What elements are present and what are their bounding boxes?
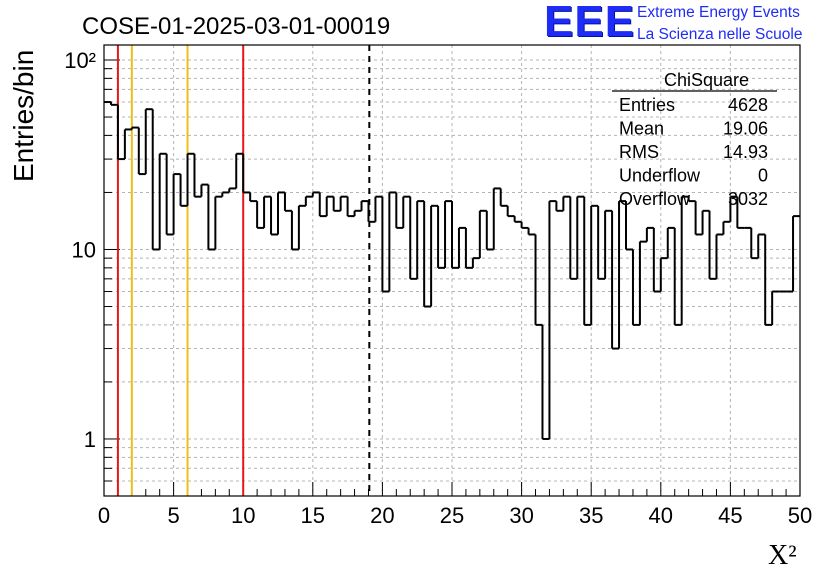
x-tick-label: 0 [98,503,110,528]
y-tick-label: 10 [72,237,96,262]
x-tick-label: 25 [440,503,464,528]
axis-tick-labels: 0 5 10 15 20 25 30 35 40 45 50 1 10 10² [64,48,812,528]
histogram-series [104,101,800,440]
stats-row-label: Entries [619,95,675,115]
stats-row-label: Underflow [619,166,701,186]
x-tick-label: 5 [167,503,179,528]
chart-title: COSE-01-2025-03-01-00019 [82,13,390,40]
x-axis-label: X² [768,540,797,571]
stats-row-value: 14.93 [723,142,768,162]
stats-box-title: ChiSquare [664,70,749,90]
stats-row-label: Mean [619,119,664,139]
reference-lines [116,45,371,496]
x-tick-label: 20 [370,503,394,528]
eee-logo-mark: EEE [544,0,636,46]
eee-logo-line-1: Extreme Energy Events [637,4,800,21]
eee-logo: EEE Extreme Energy Events La Scienza nel… [544,0,834,46]
y-axis-label: Entries/bin [8,50,39,182]
stats-row-value: 3032 [728,189,768,209]
x-tick-label: 15 [301,503,325,528]
axis-ticks [103,59,801,497]
stats-row-label: RMS [619,142,659,162]
x-tick-label: 45 [718,503,742,528]
x-tick-label: 30 [509,503,533,528]
eee-logo-line-2: La Scienza nelle Scuole [637,26,803,43]
x-tick-label: 40 [649,503,673,528]
plot-frame [103,44,801,497]
stats-row-label: Overflow [619,189,691,209]
y-tick-label: 1 [84,427,96,452]
y-tick-label: 10² [64,48,96,73]
stats-row-value: 4628 [728,95,768,115]
stats-box: ChiSquare Entries 4628 Mean 19.06 RMS 14.93 Und… [612,70,777,209]
stats-row-value: 19.06 [723,119,768,139]
stats-row-value: 0 [758,166,768,186]
x-tick-label: 50 [788,503,812,528]
grid [104,45,800,497]
x-tick-label: 35 [579,503,603,528]
x-tick-label: 10 [231,503,255,528]
